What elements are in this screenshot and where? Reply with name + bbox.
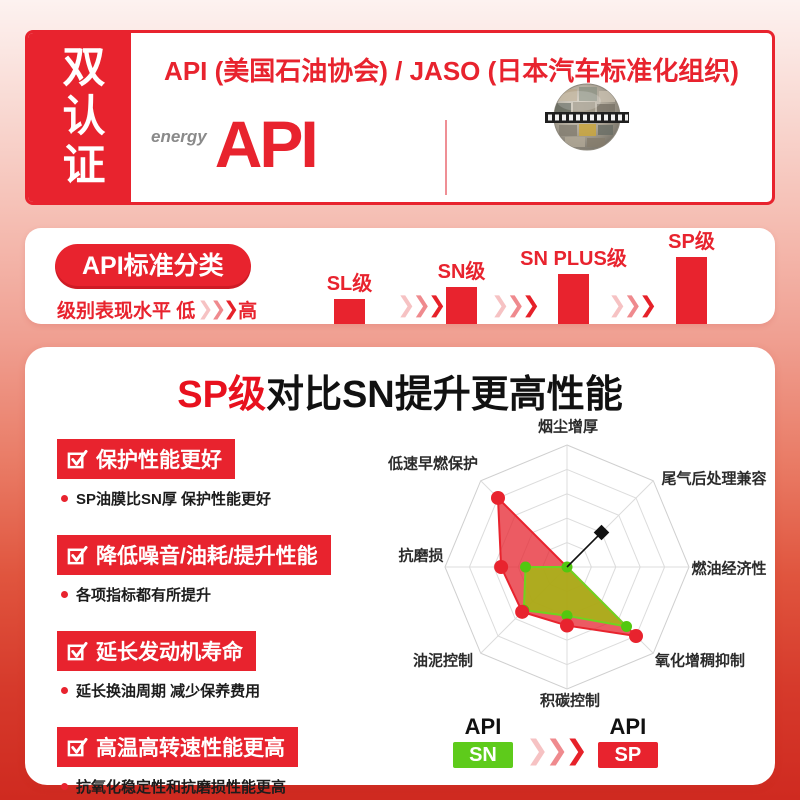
legend-sp: API SP [597,714,658,769]
chevron-icon: ❯ ❯ ❯ [608,292,657,317]
legend-sn-api: API [464,714,502,739]
feature-title: 保护性能更好 [96,449,222,472]
feature-title: 高温高转速性能更高 [96,737,285,760]
chevron-icon: ❯ ❯ ❯ [397,292,446,317]
radar-pointer [566,524,610,568]
bar-group: SL级 [327,273,372,324]
feature-header: 降低噪音/油耗/提升性能 [57,535,331,575]
radar-axis-label: 燃油经济性 [691,560,767,578]
bullet-dot-icon [61,687,68,694]
radar-axis-label: 氧化增稠抑制 [654,652,746,670]
checkbox-check-icon [67,737,88,756]
certification-content: API (美国石油协会) / JASO (日本汽车标准化组织) energy A… [131,33,772,202]
api-logo: energy API [151,107,319,181]
radar-axis-label: 积碳控制 [539,692,601,710]
certification-title: API (美国石油协会) / JASO (日本汽车标准化组织) [164,56,739,86]
classification-badge: API标准分类 [55,244,251,289]
jaso-globe-tiles [555,87,615,147]
bar-group: SN级 [438,261,485,324]
bar-label: SN PLUS级 [520,247,627,270]
comparison-title-highlight: SP级 [177,374,266,416]
jaso-logo [545,83,629,151]
bar-label: SP级 [668,231,715,253]
logo-divider [445,120,447,195]
feature-item: 降低噪音/油耗/提升性能 各项指标都有所提升 [57,535,392,605]
feature-desc-row: 延长换油周期 减少保养费用 [61,680,392,701]
sp-badge: SP [597,742,658,769]
chevron-icon: ❯ ❯ ❯ [197,299,239,320]
legend-sn: API SN [453,714,513,769]
classification-card: SL级 SN级 SN PLUS级 SP级 ❯ ❯ ❯ ❯ ❯ ❯ ❯ ❯ ❯ API标准分类 级别表现水… [25,228,775,324]
bullet-dot-icon [61,591,68,598]
feature-item: 保护性能更好 SP油膜比SN厚 保护性能更好 [57,439,392,509]
radar-markers-api-sp [490,490,644,644]
feature-title: 延长发动机寿命 [96,641,243,664]
radar-series-api-sn [522,566,628,628]
checkbox-check-icon [67,641,88,660]
feature-item: 高温高转速性能更高 抗氧化稳定性和抗磨损性能更高 [57,727,392,797]
api-logo-text: API [214,107,319,181]
api-logo-energy-text: energy [151,127,207,147]
checkbox-check-icon [67,449,88,468]
feature-header: 保护性能更好 [57,439,235,479]
feature-header: 高温高转速性能更高 [57,727,298,767]
scale-label: 级别表现水平 [57,301,172,322]
radar-axis-label: 烟尘增厚 [537,418,599,436]
radar-chart: 烟尘增厚尾气后处理兼容燃油经济性氧化增稠抑制积碳控制 油泥控制 抗磨损 低速早燃保护 [377,402,789,714]
chevron-icon: ❯ ❯ ❯ [491,292,540,317]
legend-sp-api: API [609,714,647,739]
feature-desc: 延长换油周期 减少保养费用 [76,683,261,700]
comparison-card: SP级对比SN提升更高性能 保护性能更好 SP油膜比SN厚 保护性能更好 降低噪… [25,347,775,796]
feature-list: 保护性能更好 SP油膜比SN厚 保护性能更好 降低噪音/油耗/提升性能 各项指标… [57,439,392,800]
bar [446,287,477,324]
scale-row: 级别表现水平 低 ❯ ❯ ❯ 高 [57,296,257,323]
scale-low-label: 低 [176,301,196,322]
bar [676,257,707,324]
bar [334,299,365,324]
dual-cert-badge: 双认证 [28,33,131,202]
feature-desc: 抗氧化稳定性和抗磨损性能更高 [76,779,287,796]
feature-desc: SP油膜比SN厚 保护性能更好 [76,491,272,508]
radar-axis-label: 尾气后处理兼容 [661,470,767,488]
bar-group: SP级 [668,231,715,324]
certification-card: 双认证 API (美国石油协会) / JASO (日本汽车标准化组织) ener… [25,30,775,205]
chevron-icon: ❯ ❯ ❯ [526,735,588,766]
feature-desc-row: 抗氧化稳定性和抗磨损性能更高 [61,776,392,797]
radar-axis-label: 油泥控制 [412,652,474,670]
bar-label: SL级 [326,273,373,296]
bar [558,273,589,324]
scale-high-label: 高 [238,301,258,322]
feature-item: 延长发动机寿命 延长换油周期 减少保养费用 [57,631,392,701]
comparison-title-rest: 对比SN提升更高性能 [265,374,623,416]
bullet-dot-icon [61,783,68,790]
bullet-dot-icon [61,495,68,502]
feature-desc: 各项指标都有所提升 [76,587,212,604]
radar-markers-api-sn [518,561,633,633]
radar-svg [444,444,690,690]
comparison-title: SP级对比SN提升更高性能 [25,363,775,418]
sn-badge: SN [453,742,513,769]
feature-title: 降低噪音/油耗/提升性能 [96,545,318,568]
radar-axis-label: 抗磨损 [398,547,444,565]
feature-header: 延长发动机寿命 [57,631,256,671]
radar-legend: API SN ❯ ❯ ❯ API SP [453,714,658,769]
feature-desc-row: SP油膜比SN厚 保护性能更好 [61,488,392,509]
grade-bar-chart: SL级 SN级 SN PLUS级 SP级 ❯ ❯ ❯ ❯ ❯ ❯ ❯ ❯ ❯ [25,228,775,324]
checkbox-check-icon [67,545,88,564]
radar-axis-label: 低速早燃保护 [387,455,479,473]
bar-label: SN级 [437,261,486,284]
jaso-filmstrip-holes [548,114,628,121]
dual-cert-text: 双认证 [56,44,104,191]
bar-group: SN PLUS级 [520,248,627,324]
feature-desc-row: 各项指标都有所提升 [61,584,392,605]
